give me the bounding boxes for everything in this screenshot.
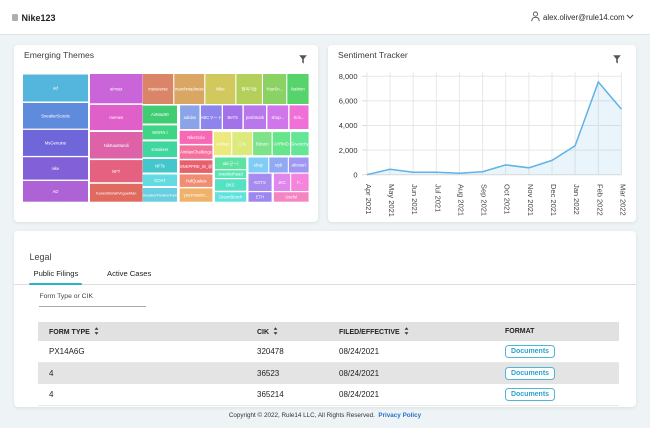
svg-text:metaverse: metaverse <box>148 86 168 91</box>
svg-text:SneakerScouts: SneakerScouts <box>41 113 69 118</box>
svg-text:sneakers: sneakers <box>151 147 168 152</box>
svg-text:4,000: 4,000 <box>339 121 358 130</box>
svg-text:abonart: abonart <box>292 162 307 167</box>
svg-text:BKC: BKC <box>226 182 235 187</box>
svg-text:Sep 2021: Sep 2021 <box>480 184 489 216</box>
svg-text:AirMaxChallenge: AirMaxChallenge <box>180 149 213 154</box>
svg-text:Feb 2022: Feb 2022 <box>595 184 604 216</box>
svg-text:SneakerFreakerFam: SneakerFreakerFam <box>142 193 177 197</box>
svg-text:Apr 2021: Apr 2021 <box>364 184 373 214</box>
svg-text:KanemBüralrVogueMan: KanemBüralrVogueMan <box>96 191 136 195</box>
svg-text:May 2021: May 2021 <box>387 184 396 217</box>
svg-text:fashion: fashion <box>291 86 305 91</box>
svg-text:GreenBünch: GreenBünch <box>219 194 243 199</box>
svg-text:KOTS: KOTS <box>254 180 266 185</box>
svg-text:ABCマート: ABCマート <box>201 115 222 121</box>
svg-text:F...: F... <box>297 180 303 185</box>
svg-text:memes: memes <box>109 115 123 120</box>
svg-text:AirMax: AirMax <box>216 141 230 146</box>
svg-text:Bitcoin: Bitcoin <box>256 141 269 146</box>
svg-text:poshmark: poshmark <box>246 115 265 120</box>
svg-text:sneakerhead: sneakerhead <box>218 171 243 176</box>
svg-text:YourSn...: YourSn... <box>266 86 283 91</box>
svg-text:abc군ー|: abc군ー| <box>223 161 239 166</box>
svg-text:HufQuakes: HufQuakes <box>186 178 207 183</box>
svg-text:shop...: shop... <box>271 115 284 120</box>
svg-text:Jun 2021: Jun 2021 <box>410 184 419 215</box>
svg-text:GOAT: GOAT <box>154 178 166 183</box>
svg-text:yeezmaster...: yeezmaster... <box>184 192 209 197</box>
svg-text:ETH: ETH <box>256 194 264 199</box>
svg-text:행복이들: 행복이들 <box>241 85 257 92</box>
svg-text:NikKauMandi: NikKauMandi <box>104 143 129 148</box>
svg-text:adidas: adidas <box>184 115 196 120</box>
svg-text:AD: AD <box>53 189 59 194</box>
svg-text:AYRMD: AYRMD <box>274 141 289 146</box>
svg-text:Dec 2021: Dec 2021 <box>549 184 558 216</box>
svg-text:Oct 2021: Oct 2021 <box>503 184 512 214</box>
svg-text:airmax: airmax <box>110 86 123 91</box>
svg-text:SNKPPRK_M_@: SNKPPRK_M_@ <box>180 164 212 169</box>
svg-text:Nike: Nike <box>216 86 225 91</box>
svg-text:Jan 2022: Jan 2022 <box>572 184 581 215</box>
svg-text:BeTS: BeTS <box>227 115 238 120</box>
svg-text:ebay: ebay <box>254 162 264 167</box>
svg-text:Givenchy: Givenchy <box>291 141 309 146</box>
svg-text:Aug 2021: Aug 2021 <box>456 184 465 216</box>
svg-text:Mar 2022: Mar 2022 <box>618 184 627 216</box>
svg-text:styb: styb <box>275 162 283 167</box>
svg-text:Jul 2021: Jul 2021 <box>433 184 442 212</box>
svg-text:2,000: 2,000 <box>339 146 358 155</box>
svg-text:MsGenuine: MsGenuine <box>45 140 67 145</box>
svg-text:nike: nike <box>52 166 60 171</box>
svg-text:Useful: Useful <box>285 194 297 199</box>
svg-text:WORN I: WORN I <box>152 130 168 135</box>
svg-text:AirMax90: AirMax90 <box>151 112 169 117</box>
svg-text:0: 0 <box>353 170 357 179</box>
svg-text:ad: ad <box>53 85 58 90</box>
svg-text:8,000: 8,000 <box>339 72 358 81</box>
svg-text:ニキ: ニキ <box>238 141 246 146</box>
svg-text:NikeGola: NikeGola <box>187 135 205 140</box>
svg-text:JKC: JKC <box>278 180 286 185</box>
svg-text:Nov 2021: Nov 2021 <box>526 184 535 216</box>
svg-text:marchmadness: marchmadness <box>175 86 204 91</box>
svg-text:Kris...: Kris... <box>294 115 305 120</box>
svg-text:NFT: NFT <box>112 169 121 174</box>
svg-text:6,000: 6,000 <box>339 97 358 106</box>
svg-text:NFTs: NFTs <box>155 163 165 168</box>
